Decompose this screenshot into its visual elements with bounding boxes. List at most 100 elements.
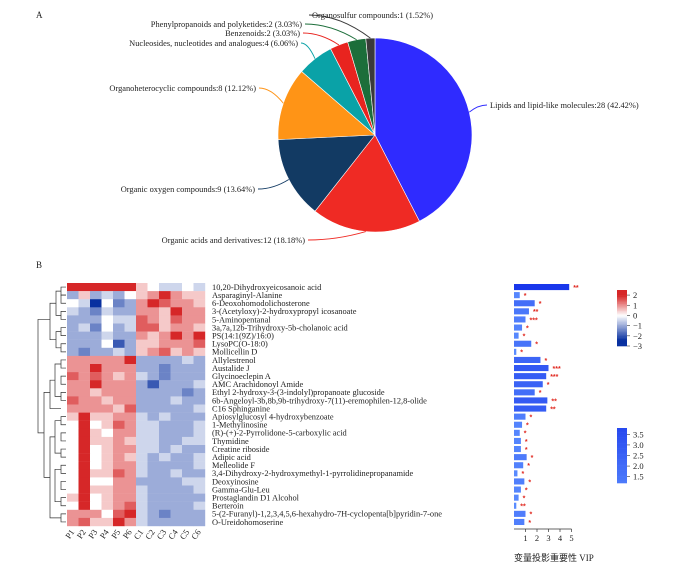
vip-scale-band [617, 445, 627, 448]
heatmap-cell [101, 445, 114, 454]
heatmap-row-labels: 10,20-Dihydroxyeicosanoic acidAsparaginy… [212, 283, 442, 527]
significance-label: * [524, 293, 527, 300]
heatmap-scale-band [617, 341, 627, 344]
heatmap-cell [159, 372, 171, 381]
heatmap-cell [159, 299, 171, 308]
heatmap-cell [147, 299, 160, 308]
heatmap-cell [78, 299, 91, 308]
heatmap-cell [124, 347, 137, 357]
heatmap-cell [90, 420, 102, 429]
heatmap-cell [147, 501, 160, 510]
heatmap-cell [124, 420, 137, 429]
heatmap-cell [182, 380, 194, 389]
heatmap-cell [113, 485, 125, 494]
heatmap-row-label: 6b-Angeloyl-3b,8b,9b-trihydroxy-7(11)-er… [212, 396, 427, 405]
dendrogram-branch [60, 497, 66, 507]
heatmap-cell [182, 339, 194, 348]
vip-bar-chart: ****************************************… [514, 284, 579, 543]
heatmap-cell [193, 485, 206, 494]
heatmap-cell [67, 461, 79, 470]
heatmap-cell [113, 380, 125, 389]
heatmap-cell [67, 315, 79, 324]
heatmap-cell [159, 291, 171, 300]
heatmap-cell [170, 445, 183, 454]
heatmap-scale-band [617, 333, 627, 336]
heatmap-scale-band [617, 344, 627, 347]
vip-bar [514, 324, 523, 331]
vip-bar [514, 421, 523, 428]
heatmap-cell [193, 355, 206, 365]
heatmap-cell [78, 493, 91, 502]
vip-scale-band [617, 478, 627, 481]
heatmap-cell [147, 380, 160, 389]
vip-scale-band [617, 428, 627, 430]
panel-a-label: A [36, 10, 43, 20]
vip-bar [514, 405, 547, 412]
vip-bar [514, 446, 521, 453]
heatmap-cell [159, 307, 171, 316]
vip-bar [514, 348, 517, 355]
heatmap-cell [113, 388, 125, 397]
heatmap-cell [170, 517, 183, 527]
heatmap-cell [193, 331, 206, 340]
heatmap-cell [136, 323, 148, 332]
heatmap-cell [159, 339, 171, 348]
heatmap-cell [124, 307, 137, 316]
heatmap-cell [90, 388, 102, 397]
heatmap-cell [124, 388, 137, 397]
heatmap-cell [101, 412, 114, 421]
heatmap-cell [101, 517, 114, 527]
vip-x-tick-label: 5 [569, 533, 573, 543]
vip-bar [514, 478, 525, 485]
vip-x-tick-label: 1 [523, 533, 527, 543]
heatmap-cell [113, 323, 125, 332]
heatmap-cell [147, 315, 160, 324]
heatmap-scale-band [617, 330, 627, 333]
heatmap-cell [147, 355, 160, 365]
significance-label: ** [551, 398, 557, 405]
heatmap-scale-band [617, 294, 627, 296]
heatmap-cell [67, 291, 79, 300]
heatmap-cell [159, 493, 171, 502]
heatmap-row-label: AMC Arachidonoyl Amide [212, 380, 303, 389]
heatmap-cell [101, 355, 114, 365]
vip-bar [514, 381, 543, 388]
heatmap-cell [147, 283, 160, 292]
heatmap-cell [124, 364, 137, 373]
heatmap-cell [67, 412, 79, 421]
dendrogram-branch [55, 331, 61, 349]
dendrogram-branch [60, 513, 66, 523]
heatmap-row-label: Creatine riboside [212, 445, 270, 454]
heatmap-cell [67, 428, 79, 438]
vip-bar [514, 454, 527, 461]
heatmap-cell [136, 283, 148, 292]
heatmap-cell [90, 453, 102, 462]
pie-leader-line [257, 179, 290, 190]
heatmap-cell [113, 517, 125, 527]
pie-slice-organic-oxygen-compounds-9-13-64 [277, 134, 376, 212]
vip-bar [514, 340, 532, 347]
vip-color-scale: 3.53.02.52.01.5 [617, 428, 644, 484]
vip-bar [514, 429, 520, 436]
heatmap-row-label: 6-Deoxohomodolichosterone [212, 299, 310, 308]
heatmap-cell [182, 307, 194, 316]
vip-bar [514, 413, 526, 420]
heatmap-cell [67, 331, 79, 340]
heatmap-scale-band [617, 312, 627, 315]
heatmap-scale-band [617, 304, 627, 306]
heatmap-cell [193, 436, 206, 446]
heatmap-cell [170, 453, 183, 462]
heatmap-cell [182, 283, 194, 292]
heatmap-cell [124, 461, 137, 470]
heatmap-cell [101, 404, 114, 413]
heatmap-cell [170, 469, 183, 478]
heatmap-cell [182, 477, 194, 486]
heatmap-cell [78, 323, 91, 332]
heatmap-row-label: 3-(Acetyloxy)-2-hydroxypropyl icosanoate [212, 307, 357, 316]
heatmap-cell [67, 517, 79, 527]
significance-label: ** [573, 285, 579, 292]
heatmap-cell [193, 517, 206, 527]
heatmap-cell [170, 299, 183, 308]
heatmap-scale-band [617, 308, 627, 310]
